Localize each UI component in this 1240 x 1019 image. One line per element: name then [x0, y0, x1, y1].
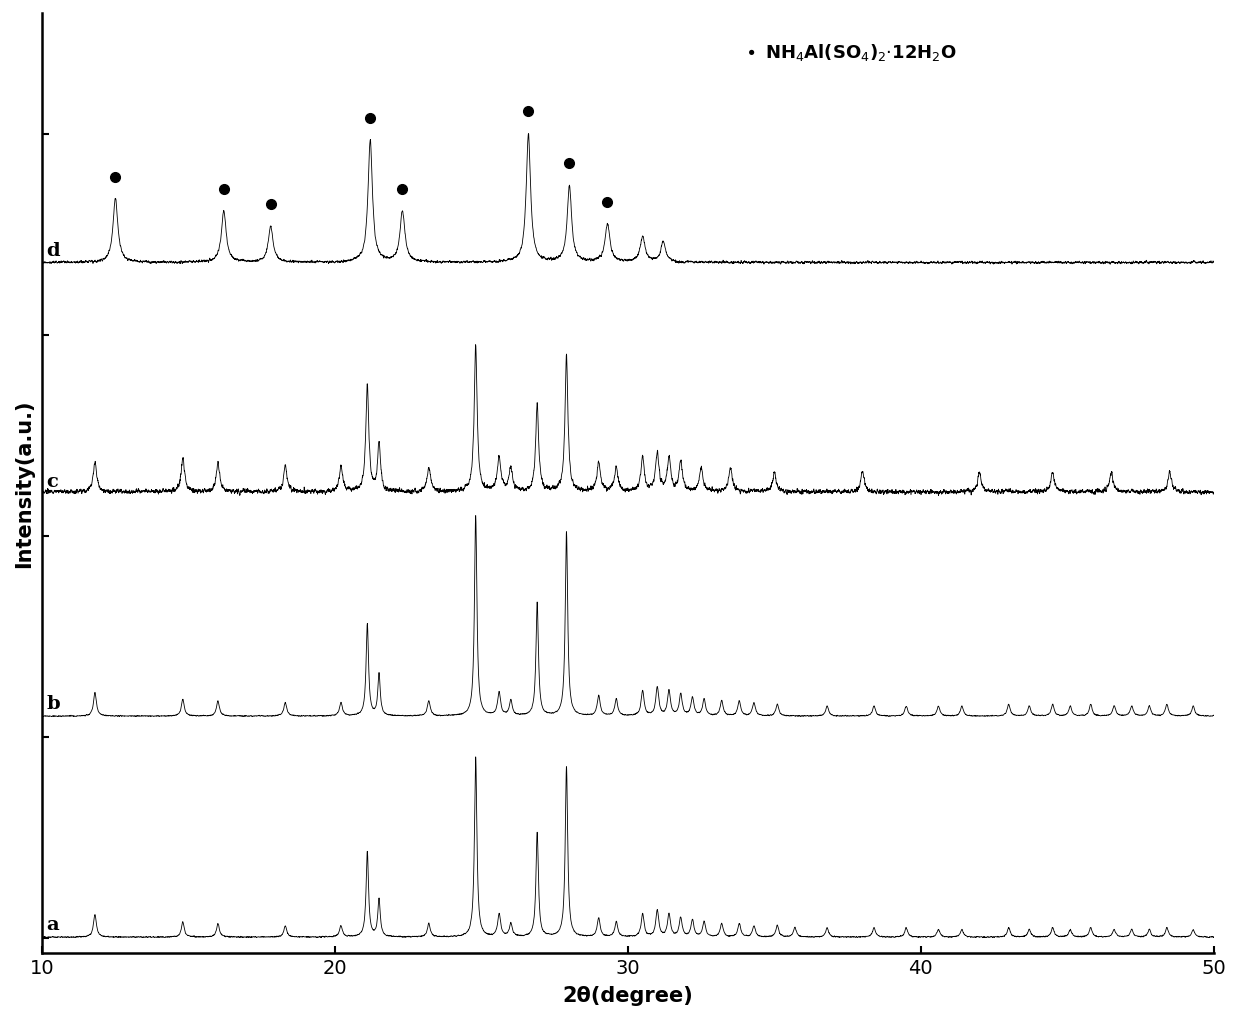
Text: b: b [47, 694, 61, 712]
Text: $\bullet\,$ NH$_4$Al(SO$_4$)$_2$$\cdot$12H$_2$O: $\bullet\,$ NH$_4$Al(SO$_4$)$_2$$\cdot$1… [745, 42, 957, 63]
X-axis label: 2θ(degree): 2θ(degree) [563, 985, 693, 1005]
Y-axis label: Intensity(a.u.): Intensity(a.u.) [14, 399, 33, 568]
Text: d: d [47, 242, 61, 260]
Text: c: c [47, 473, 58, 491]
Text: a: a [47, 915, 60, 932]
